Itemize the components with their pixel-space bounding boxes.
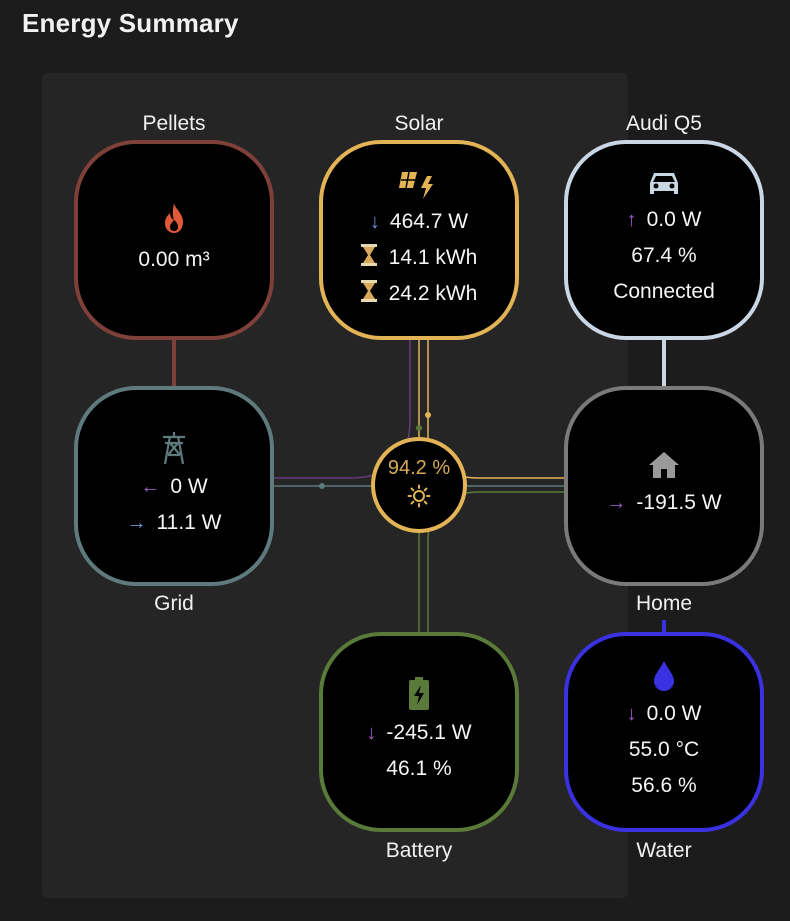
arrow-left-icon: ←: [140, 475, 161, 498]
car-power-row: ↑ 0.0 W: [627, 202, 702, 238]
solar-panel-icon: [399, 168, 439, 202]
solar-total-row: 24.2 kWh: [360, 276, 478, 312]
arrow-down-icon: ↓: [369, 210, 380, 233]
grid-node[interactable]: ← 0 W → 11.1 W: [74, 386, 274, 586]
battery-charging-icon: [408, 677, 430, 711]
car-icon: [647, 170, 681, 198]
solar-power: 464.7 W: [389, 210, 469, 233]
hourglass-icon: [360, 280, 377, 308]
arrow-up-icon: ↑: [626, 208, 637, 231]
home-icon: [648, 451, 680, 479]
car-power: 0.0 W: [646, 208, 702, 231]
home-power: -191.5 W: [636, 491, 722, 514]
arrow-down-icon: ↓: [366, 721, 377, 744]
solar-node[interactable]: ↓ 464.7 W 14.1 kWh 24.2 kWh: [319, 140, 519, 340]
solar-flow-dot: [425, 412, 431, 418]
battery-label: Battery: [385, 839, 453, 862]
battery-flow-dot: [416, 425, 422, 431]
battery-node[interactable]: ↓ -245.1 W 46.1 %: [319, 632, 519, 832]
battery-power-row: ↓ -245.1 W: [366, 715, 471, 751]
page-title: Energy Summary: [22, 8, 239, 38]
arrow-down-icon: ↓: [626, 702, 637, 725]
solar-today-row: 14.1 kWh: [360, 240, 478, 276]
pellets-node[interactable]: 0.00 m³: [74, 140, 274, 340]
battery-charge: 46.1 %: [386, 757, 452, 780]
pellets-value: 0.00 m³: [138, 248, 210, 271]
arrow-right-icon: →: [606, 491, 627, 514]
water-level: 56.6 %: [631, 774, 697, 797]
grid-export-row: → 11.1 W: [127, 505, 222, 541]
grid-import: 0 W: [170, 475, 208, 498]
fire-icon: [161, 202, 187, 234]
water-node[interactable]: ↓ 0.0 W 55.0 °C 56.6 %: [564, 632, 764, 832]
solar-today: 14.1 kWh: [388, 246, 478, 269]
grid-import-row: ← 0 W: [140, 469, 207, 505]
water-power: 0.0 W: [646, 702, 702, 725]
solar-label: Solar: [394, 112, 444, 135]
home-label: Home: [635, 592, 693, 615]
grid-label: Grid: [154, 592, 194, 615]
car-node[interactable]: ↑ 0.0 W 67.4 % Connected: [564, 140, 764, 340]
water-drop-icon: [652, 660, 676, 692]
sun-icon: [407, 484, 431, 513]
water-temperature: 55.0 °C: [628, 738, 700, 761]
water-label: Water: [636, 839, 692, 862]
car-label: Audi Q5: [626, 112, 702, 135]
grid-flow-dot: [319, 483, 325, 489]
arrow-right-icon: →: [126, 511, 147, 534]
transmission-tower-icon: [161, 431, 187, 465]
water-power-row: ↓ 0.0 W: [627, 696, 702, 732]
car-status: Connected: [613, 280, 715, 303]
solar-total: 24.2 kWh: [388, 282, 478, 305]
self-sufficiency-value: 94.2 %: [387, 457, 451, 479]
car-charge: 67.4 %: [631, 244, 697, 267]
self-sufficiency-node[interactable]: 94.2 %: [371, 437, 467, 533]
battery-power: -245.1 W: [386, 721, 472, 744]
home-power-row: → -191.5 W: [606, 485, 721, 521]
solar-power-row: ↓ 464.7 W: [370, 204, 468, 240]
hourglass-icon: [360, 244, 377, 272]
home-node[interactable]: → -191.5 W: [564, 386, 764, 586]
grid-export: 11.1 W: [156, 511, 222, 534]
pellets-label: Pellets: [142, 112, 206, 135]
